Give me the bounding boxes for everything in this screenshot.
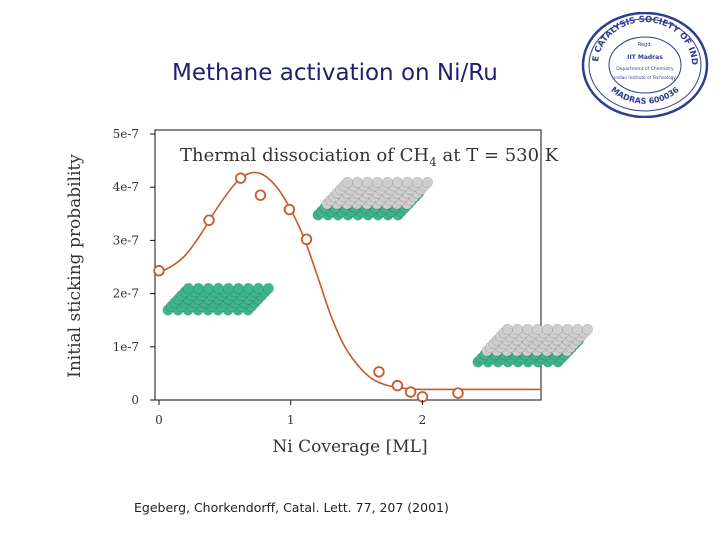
seal-line-4: Indian Institute of Technology xyxy=(614,75,676,80)
data-point xyxy=(452,387,464,399)
catalysis-society-seal: THE CATALYSIS SOCIETY OF INDIA MADRAS 60… xyxy=(570,12,709,118)
y-tick-label: 2e-7 xyxy=(113,287,139,301)
y-axis-ticks: 0 1e-7 2e-7 3e-7 4e-7 5e-7 xyxy=(113,127,155,407)
data-point xyxy=(234,172,247,184)
clean-ru-surface xyxy=(162,282,274,316)
atom xyxy=(192,282,204,294)
atom xyxy=(262,282,274,294)
plot-frame xyxy=(154,129,542,401)
x-tick-label: 2 xyxy=(419,413,427,427)
fit-curve-layer xyxy=(158,171,541,391)
atom xyxy=(341,176,353,188)
y-tick-label: 0 xyxy=(131,393,139,407)
atom xyxy=(531,323,543,335)
atom xyxy=(391,176,403,188)
atom xyxy=(511,323,523,335)
atom xyxy=(222,282,234,294)
atom xyxy=(212,282,224,294)
atom xyxy=(361,176,373,188)
y-tick-label: 4e-7 xyxy=(113,180,139,194)
atom xyxy=(411,176,423,188)
fit-curve xyxy=(158,171,541,391)
data-point xyxy=(283,203,296,216)
atom xyxy=(561,323,573,335)
atom xyxy=(202,282,214,294)
data-points-layer xyxy=(153,172,464,403)
atom xyxy=(252,282,264,294)
ni-multilayer-surface xyxy=(472,323,593,368)
atom xyxy=(182,282,194,294)
atom xyxy=(551,323,563,335)
seal-line-1: Regd. xyxy=(638,42,653,48)
ni-monolayer-surface xyxy=(312,176,433,221)
atom xyxy=(401,176,413,188)
atom xyxy=(501,323,513,335)
y-tick-label: 1e-7 xyxy=(113,340,139,354)
atom xyxy=(541,323,553,335)
data-point xyxy=(391,379,404,392)
atom xyxy=(381,176,393,188)
seal-line-3: Department of Chemistry xyxy=(616,66,674,72)
seal-line-2: IIT Madras xyxy=(627,54,663,61)
x-tick-label: 0 xyxy=(155,413,163,427)
y-tick-label: 5e-7 xyxy=(113,127,139,141)
data-point xyxy=(153,265,165,277)
atom xyxy=(421,176,433,188)
chart-title: Thermal dissociation of CH4 at T = 530 K xyxy=(180,145,559,169)
citation: Egeberg, Chorkendorff, Catal. Lett. 77, … xyxy=(134,500,449,515)
y-axis-label: Initial sticking probability xyxy=(65,154,85,378)
atom xyxy=(571,323,583,335)
atom xyxy=(371,176,383,188)
atom xyxy=(232,282,244,294)
y-tick-label: 3e-7 xyxy=(113,233,139,247)
data-point xyxy=(254,189,267,201)
x-tick-label: 1 xyxy=(287,413,295,427)
atom xyxy=(521,323,533,335)
x-axis-label: Ni Coverage [ML] xyxy=(272,437,427,457)
data-point xyxy=(373,366,385,378)
slide-title: Methane activation on Ni/Ru xyxy=(172,60,498,86)
data-point xyxy=(203,214,215,226)
surface-insets xyxy=(162,176,593,368)
atom xyxy=(351,176,363,188)
data-point xyxy=(404,386,417,398)
x-axis-ticks: 0 1 2 xyxy=(155,400,426,427)
atom xyxy=(581,323,593,335)
data-point xyxy=(300,233,313,246)
atom xyxy=(242,282,254,294)
